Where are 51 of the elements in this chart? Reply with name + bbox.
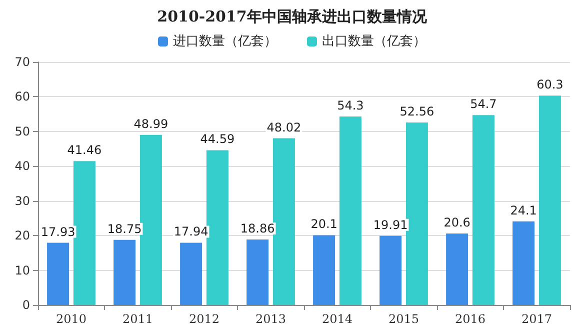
x-tick-label: 2015 bbox=[388, 312, 420, 326]
data-label: 52.56 bbox=[400, 104, 434, 119]
bar bbox=[406, 122, 428, 305]
y-tick-label: 10 bbox=[14, 263, 30, 278]
y-tick-label: 70 bbox=[14, 55, 30, 69]
data-label: 20.1 bbox=[310, 217, 338, 232]
legend-label: 进口数量（亿套） bbox=[173, 34, 277, 49]
bar bbox=[114, 240, 136, 305]
x-tick-label: 2012 bbox=[188, 312, 220, 326]
bar bbox=[180, 242, 202, 305]
bar bbox=[272, 138, 295, 305]
x-tick-label: 2010 bbox=[56, 312, 87, 326]
data-label: 17.93 bbox=[40, 224, 76, 239]
data-label: 41.46 bbox=[67, 143, 102, 158]
data-label: 54.3 bbox=[337, 98, 364, 112]
bar bbox=[140, 134, 162, 305]
x-tick-label: 2011 bbox=[122, 312, 154, 326]
bar bbox=[380, 236, 402, 305]
bar bbox=[206, 150, 228, 305]
bar bbox=[472, 115, 494, 305]
data-label: 24.1 bbox=[510, 203, 537, 218]
bar bbox=[446, 233, 468, 305]
bar bbox=[512, 221, 535, 305]
bar bbox=[73, 161, 96, 305]
bar bbox=[538, 96, 561, 305]
bar bbox=[313, 235, 336, 305]
data-label: 60.3 bbox=[536, 78, 564, 92]
data-label: 19.91 bbox=[373, 218, 408, 232]
data-label: 20.6 bbox=[444, 215, 470, 230]
data-label: 18.86 bbox=[240, 222, 275, 236]
x-tick-label: 2014 bbox=[322, 312, 353, 326]
bar bbox=[339, 116, 362, 305]
bar bbox=[47, 242, 70, 305]
data-label: 54.7 bbox=[470, 97, 497, 112]
x-tick-label: 2017 bbox=[521, 312, 552, 326]
x-tick-label: 2013 bbox=[255, 312, 286, 326]
data-label: 48.99 bbox=[134, 116, 168, 131]
y-tick-label: 50 bbox=[14, 124, 30, 138]
data-label: 17.94 bbox=[174, 224, 208, 239]
y-tick-label: 0 bbox=[22, 298, 30, 312]
y-tick-label: 30 bbox=[14, 194, 30, 208]
data-label: 48.02 bbox=[266, 120, 302, 134]
x-tick-label: 2016 bbox=[454, 312, 486, 326]
legend-label: 出口数量（亿套） bbox=[322, 34, 426, 49]
bar bbox=[246, 240, 269, 305]
data-label: 44.59 bbox=[200, 132, 235, 146]
y-tick-label: 20 bbox=[14, 228, 30, 243]
chart-title: 2010-2017年中国轴承进出口数量情况 bbox=[157, 8, 428, 26]
data-label: 18.75 bbox=[107, 222, 142, 236]
y-tick-label: 40 bbox=[14, 159, 30, 174]
y-tick-label: 60 bbox=[14, 90, 30, 104]
